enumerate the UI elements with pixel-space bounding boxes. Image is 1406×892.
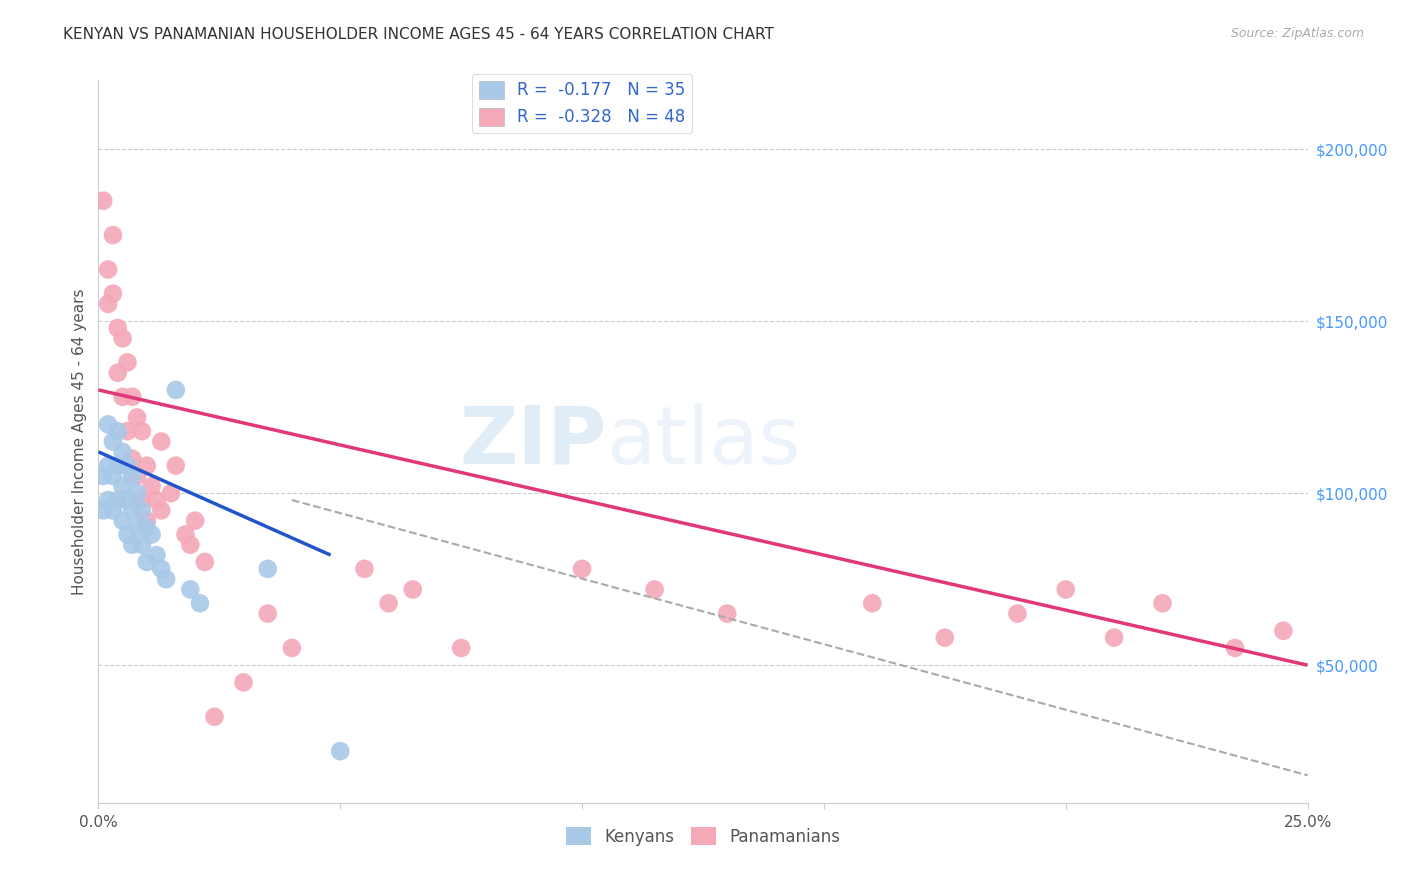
Point — [91, 503, 114, 517]
Point — [97, 458, 120, 473]
Point — [117, 458, 139, 473]
Text: Source: ZipAtlas.com: Source: ZipAtlas.com — [1230, 27, 1364, 40]
Point — [117, 355, 139, 369]
Point — [194, 555, 217, 569]
Point — [127, 520, 149, 534]
Point — [117, 493, 139, 508]
Point — [160, 486, 183, 500]
Point — [107, 458, 129, 473]
Point — [716, 607, 738, 621]
Point — [135, 555, 157, 569]
Point — [121, 538, 143, 552]
Point — [860, 596, 883, 610]
Point — [256, 607, 278, 621]
Point — [111, 331, 134, 345]
Point — [165, 383, 187, 397]
Point — [329, 744, 352, 758]
Point — [402, 582, 425, 597]
Point — [97, 417, 120, 432]
Point — [97, 493, 120, 508]
Point — [97, 262, 120, 277]
Point — [179, 582, 201, 597]
Point — [111, 445, 134, 459]
Point — [145, 548, 167, 562]
Point — [188, 596, 211, 610]
Point — [256, 562, 278, 576]
Point — [101, 469, 124, 483]
Point — [101, 228, 124, 243]
Point — [450, 640, 472, 655]
Point — [165, 458, 187, 473]
Point — [204, 710, 226, 724]
Point — [141, 479, 163, 493]
Point — [1223, 640, 1246, 655]
Point — [145, 493, 167, 508]
Point — [150, 503, 173, 517]
Point — [121, 469, 143, 483]
Point — [121, 503, 143, 517]
Legend: Kenyans, Panamanians: Kenyans, Panamanians — [560, 821, 846, 852]
Point — [107, 424, 129, 438]
Point — [131, 538, 153, 552]
Text: KENYAN VS PANAMANIAN HOUSEHOLDER INCOME AGES 45 - 64 YEARS CORRELATION CHART: KENYAN VS PANAMANIAN HOUSEHOLDER INCOME … — [63, 27, 775, 42]
Point — [91, 194, 114, 208]
Point — [150, 562, 173, 576]
Point — [377, 596, 399, 610]
Point — [91, 469, 114, 483]
Point — [131, 503, 153, 517]
Point — [1272, 624, 1295, 638]
Point — [121, 390, 143, 404]
Point — [135, 514, 157, 528]
Point — [174, 527, 197, 541]
Point — [117, 424, 139, 438]
Point — [644, 582, 666, 597]
Point — [155, 572, 177, 586]
Point — [101, 434, 124, 449]
Point — [131, 424, 153, 438]
Point — [107, 366, 129, 380]
Point — [571, 562, 593, 576]
Point — [135, 458, 157, 473]
Point — [179, 538, 201, 552]
Point — [127, 410, 149, 425]
Point — [934, 631, 956, 645]
Point — [101, 503, 124, 517]
Point — [1054, 582, 1077, 597]
Text: ZIP: ZIP — [458, 402, 606, 481]
Point — [1152, 596, 1174, 610]
Point — [184, 514, 207, 528]
Point — [107, 321, 129, 335]
Point — [135, 520, 157, 534]
Point — [111, 514, 134, 528]
Point — [101, 286, 124, 301]
Point — [141, 527, 163, 541]
Text: atlas: atlas — [606, 402, 800, 481]
Point — [117, 527, 139, 541]
Point — [1007, 607, 1029, 621]
Point — [107, 493, 129, 508]
Point — [127, 469, 149, 483]
Point — [353, 562, 375, 576]
Point — [281, 640, 304, 655]
Point — [150, 434, 173, 449]
Point — [232, 675, 254, 690]
Y-axis label: Householder Income Ages 45 - 64 years: Householder Income Ages 45 - 64 years — [72, 288, 87, 595]
Point — [1102, 631, 1125, 645]
Point — [121, 451, 143, 466]
Point — [111, 390, 134, 404]
Point — [131, 493, 153, 508]
Point — [127, 486, 149, 500]
Point — [111, 479, 134, 493]
Point — [97, 297, 120, 311]
